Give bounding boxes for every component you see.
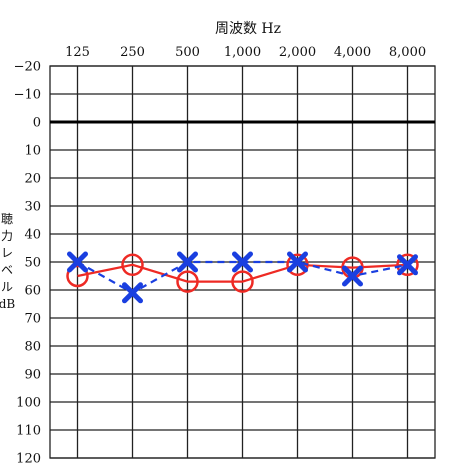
data-point-circle xyxy=(66,264,89,288)
y-tick-label: −20 xyxy=(14,60,41,75)
y-tick-label: −10 xyxy=(14,88,41,103)
data-point-circle xyxy=(176,270,199,293)
series xyxy=(66,251,419,304)
data-point-cross xyxy=(397,254,418,276)
y-axis-label-char: ベ xyxy=(1,263,13,277)
y-tick-label: 10 xyxy=(24,144,41,159)
y-tick-labels: −20 −10 0 10 20 30 40 50 60 70 80 90 100 110 120 xyxy=(14,60,41,467)
y-axis-label-char: 聴 xyxy=(1,212,13,226)
x-tick-label: 8,000 xyxy=(389,45,426,60)
data-point-circle xyxy=(396,253,419,277)
y-tick-label: 60 xyxy=(24,284,41,299)
data-point-circle xyxy=(121,253,144,277)
data-point-cross xyxy=(287,251,308,273)
data-point-cross xyxy=(177,251,198,273)
chart-title: 周波数 Hz xyxy=(215,21,281,37)
series-line-circle xyxy=(77,263,408,283)
y-tick-label: 110 xyxy=(16,424,41,439)
y-axis-label-char: ル xyxy=(1,280,13,294)
x-tick-label: 125 xyxy=(65,45,90,60)
x-tick-label: 4,000 xyxy=(334,45,371,60)
y-tick-label: 100 xyxy=(16,396,41,411)
data-point-circle xyxy=(231,270,254,293)
x-tick-label: 500 xyxy=(175,45,200,60)
y-axis-label-char: dB xyxy=(0,297,15,311)
y-tick-label: 80 xyxy=(24,340,41,355)
y-tick-label: 0 xyxy=(33,116,41,131)
y-tick-label: 90 xyxy=(24,368,41,383)
x-tick-label: 250 xyxy=(120,45,145,60)
y-tick-label: 120 xyxy=(16,452,41,467)
x-tick-label: 1,000 xyxy=(224,45,261,60)
y-tick-label: 20 xyxy=(24,172,41,187)
y-tick-label: 50 xyxy=(24,256,41,271)
data-point-cross xyxy=(67,251,88,273)
y-axis-label-char: 力 xyxy=(1,229,13,243)
data-point-cross xyxy=(342,265,363,287)
data-point-cross xyxy=(232,251,253,273)
y-tick-label: 70 xyxy=(24,312,41,327)
data-point-cross xyxy=(122,282,143,304)
grid xyxy=(49,65,436,459)
y-axis-label-char: レ xyxy=(1,246,13,260)
y-tick-label: 30 xyxy=(24,200,41,215)
y-tick-label: 40 xyxy=(24,228,41,243)
x-tick-labels: 125 250 500 1,000 2,000 4,000 8,000 xyxy=(65,45,426,60)
x-tick-label: 2,000 xyxy=(279,45,316,60)
